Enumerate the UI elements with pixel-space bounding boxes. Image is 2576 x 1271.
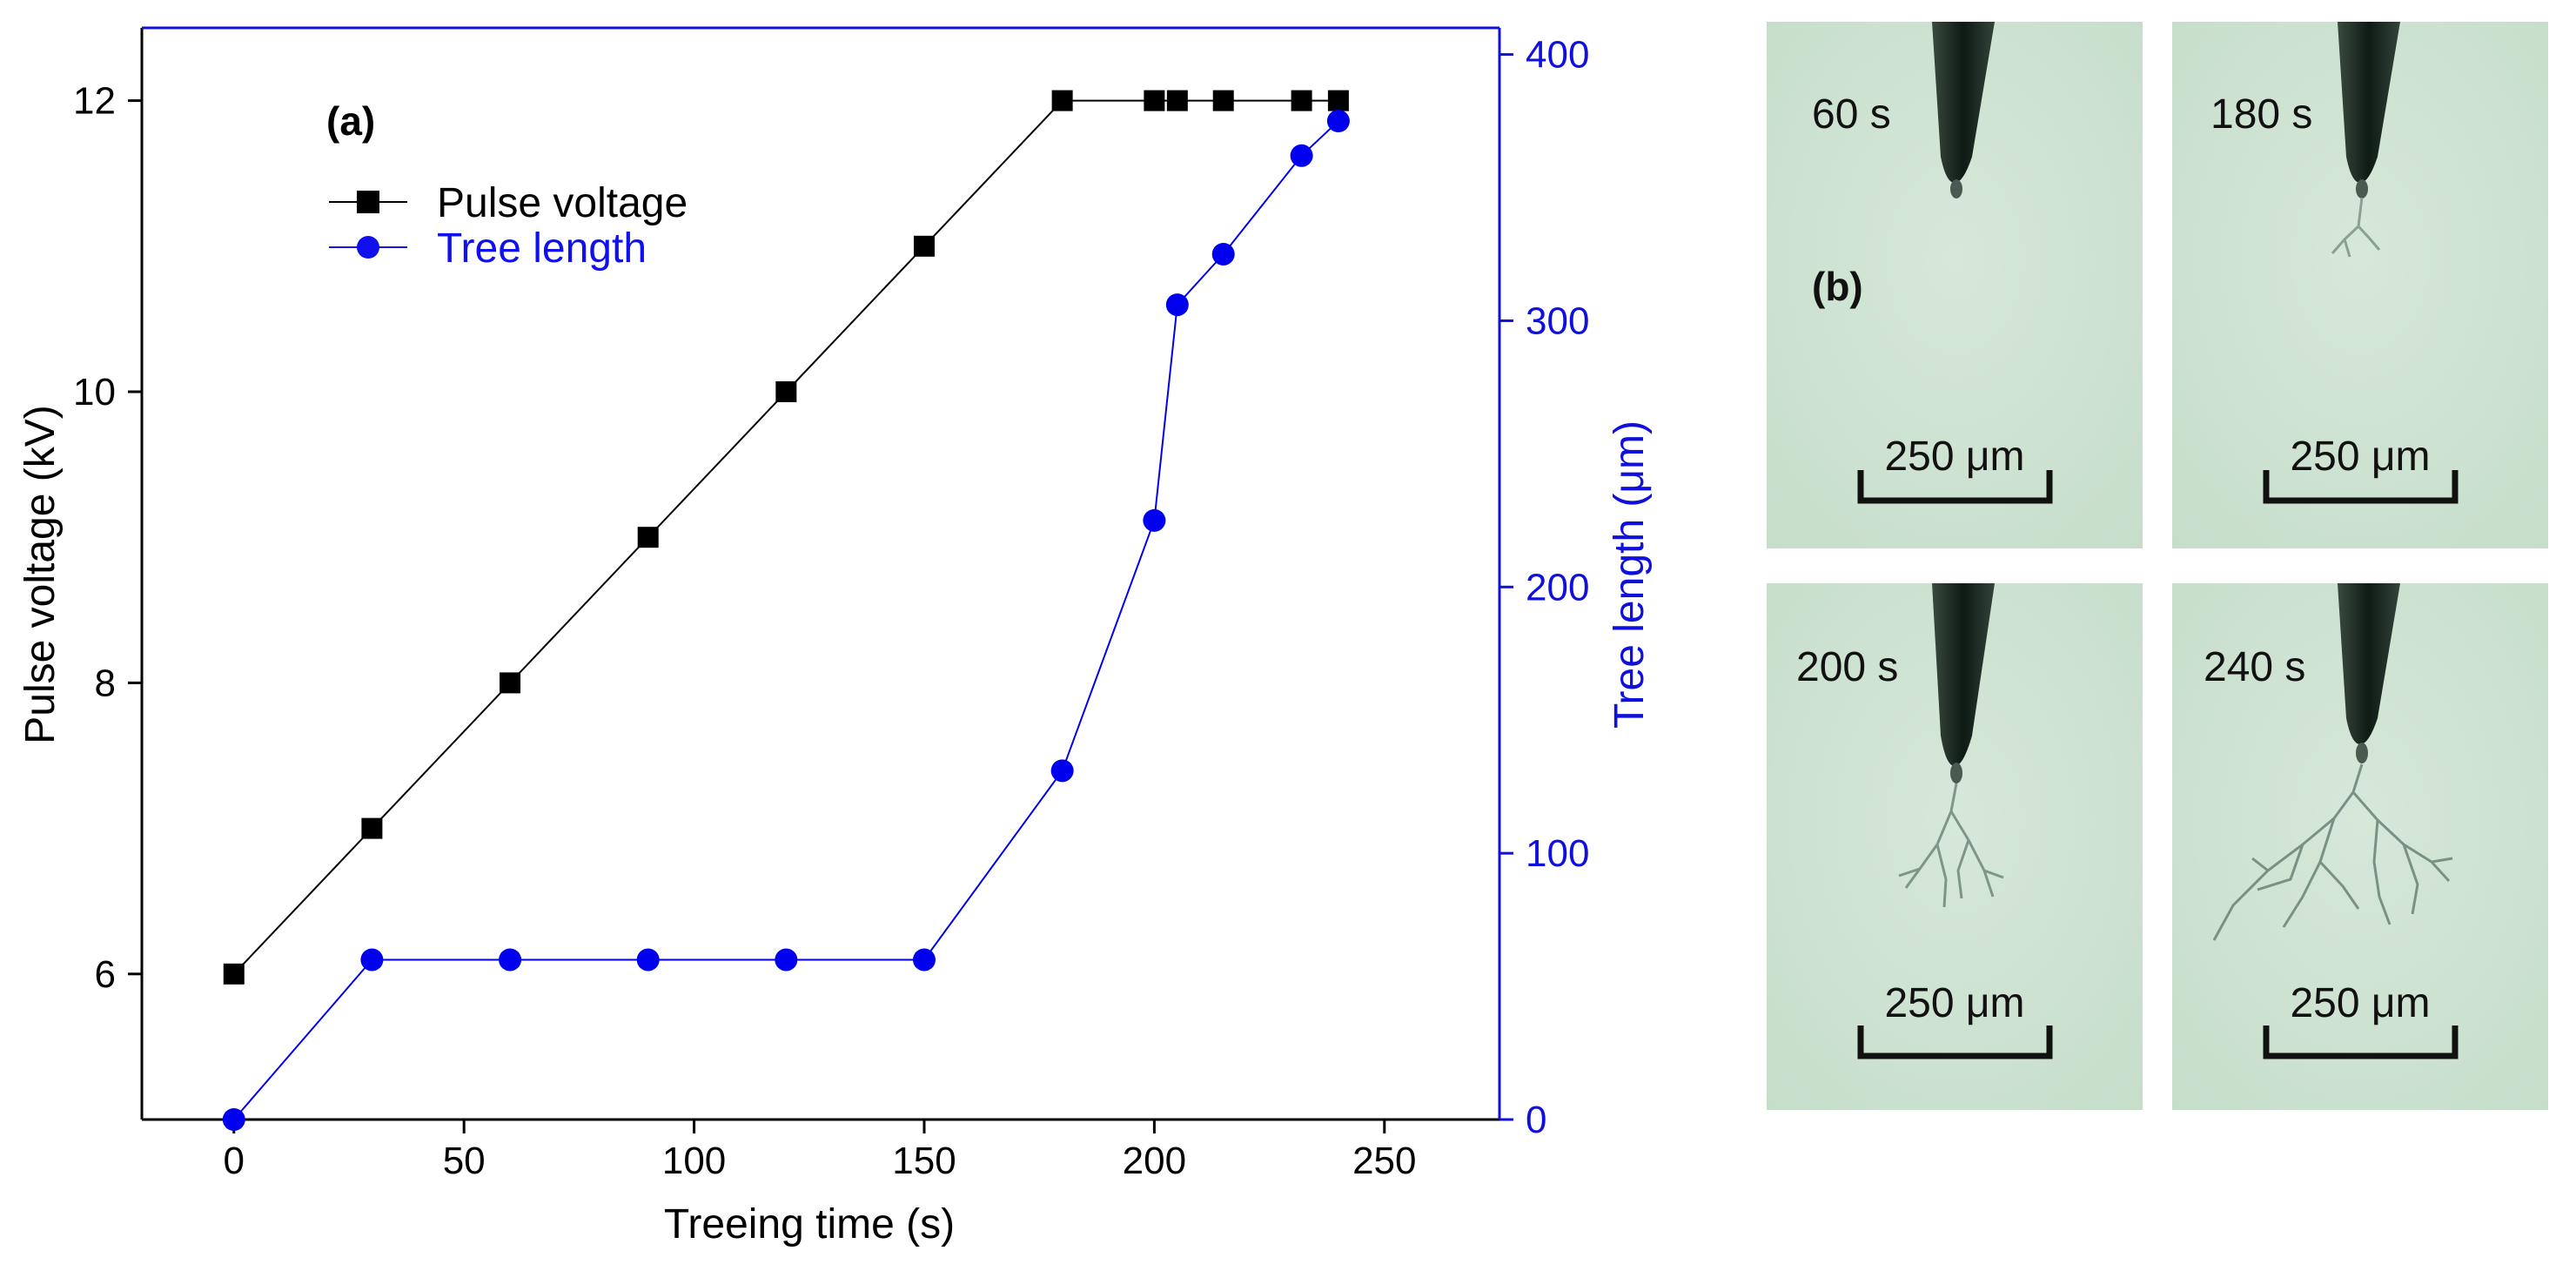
series-layer: [222, 90, 1350, 1131]
photo-frame-200s: 200 s 250 μm: [1767, 583, 2143, 1110]
data-point-pulse-voltage: [1166, 90, 1188, 111]
electrical-tree: [1898, 783, 2004, 908]
x-tick-label: 0: [224, 1140, 245, 1182]
series-line-pulse-voltage: [233, 99, 1338, 975]
y2-tick-label: 300: [1526, 299, 1589, 342]
data-point-pulse-voltage: [361, 817, 383, 839]
data-point-pulse-voltage: [1291, 90, 1312, 111]
needle-electrode: [1932, 22, 1995, 183]
scale-bar: 250 μm: [2263, 980, 2459, 1059]
data-point-pulse-voltage: [1051, 90, 1073, 111]
data-point-pulse-voltage: [1327, 90, 1349, 111]
data-point-tree-length: [912, 948, 936, 972]
scale-bar-label: 250 μm: [1884, 434, 2024, 480]
legend: Pulse voltage Tree length: [329, 180, 688, 272]
scale-bar: 250 μm: [1857, 980, 2053, 1059]
data-point-tree-length: [360, 948, 384, 972]
photo-frame-240s: 240 s 250 μm: [2172, 583, 2548, 1110]
y2-axis-title: Tree length (μm): [1607, 420, 1653, 729]
panel-label-a: (a): [326, 98, 375, 144]
legend-marker-tree: [357, 236, 379, 259]
x-axis-title: Treeing time (s): [664, 1201, 955, 1247]
data-point-pulse-voltage: [1144, 90, 1165, 111]
data-point-tree-length: [1326, 110, 1350, 133]
legend-label-tree: Tree length: [437, 225, 647, 272]
y2-tick-label: 100: [1526, 832, 1589, 875]
y2-tick-label: 0: [1526, 1099, 1546, 1141]
photo-time-label: 180 s: [2210, 91, 2312, 138]
scale-bar: 250 μm: [1857, 434, 2053, 504]
y2-axis-ticks: 0 100 200 300 400: [1499, 34, 1589, 1141]
data-point-tree-length: [222, 1108, 245, 1131]
data-point-pulse-voltage: [1212, 90, 1234, 111]
data-point-pulse-voltage: [223, 963, 245, 985]
photo-time-label: 240 s: [2204, 644, 2305, 690]
data-point-pulse-voltage: [913, 235, 935, 257]
needle-tip: [1950, 763, 1962, 783]
needle-electrode: [2338, 583, 2400, 744]
needle-tip: [1950, 179, 1962, 198]
y-axis-ticks: 6 8 10 12: [73, 80, 142, 996]
legend-marker-pulse: [357, 191, 379, 213]
needle-tip: [2356, 743, 2368, 763]
y-axis-title: Pulse voltage (kV): [17, 405, 64, 744]
panel-label-b: (b): [1812, 264, 1863, 309]
needle-electrode: [1932, 583, 1995, 766]
x-tick-label: 150: [892, 1140, 956, 1182]
data-point-pulse-voltage: [500, 672, 521, 694]
electrical-tree: [2331, 197, 2381, 258]
photo-time-label: 200 s: [1796, 644, 1898, 690]
y2-tick-label: 400: [1526, 34, 1589, 77]
data-point-pulse-voltage: [637, 527, 659, 548]
scale-bar-label: 250 μm: [2290, 434, 2430, 480]
scale-bar-label: 250 μm: [1884, 980, 2024, 1026]
data-point-tree-length: [775, 948, 798, 972]
x-axis-ticks: 0 50 100 150 200 250: [224, 1120, 1417, 1182]
y-tick-label: 10: [73, 371, 116, 414]
y-tick-label: 8: [95, 662, 116, 704]
legend-label-pulse: Pulse voltage: [437, 180, 688, 226]
data-point-tree-length: [1211, 242, 1235, 266]
data-point-tree-length: [1165, 293, 1189, 317]
photo-frame-60s: 60 s (b) 250 μm: [1767, 22, 2143, 548]
photo-time-label: 60 s: [1812, 91, 1891, 138]
photo-frame-180s: 180 s 250 μm: [2172, 22, 2548, 548]
electrical-tree: [2212, 763, 2453, 941]
data-point-tree-length: [1050, 759, 1074, 783]
needle-tip: [2356, 179, 2368, 198]
needle-electrode: [2338, 22, 2400, 183]
data-point-tree-length: [499, 948, 522, 972]
data-point-pulse-voltage: [775, 381, 797, 402]
scale-bar-label: 250 μm: [2290, 980, 2430, 1026]
y-tick-label: 12: [73, 80, 116, 123]
x-tick-label: 250: [1352, 1140, 1416, 1182]
x-tick-label: 50: [443, 1140, 486, 1182]
x-tick-label: 100: [662, 1140, 726, 1182]
series-line-tree-length: [233, 120, 1339, 1120]
data-point-tree-length: [1143, 508, 1166, 532]
data-point-tree-length: [1290, 144, 1313, 167]
data-point-tree-length: [636, 948, 660, 972]
scale-bar: 250 μm: [2263, 434, 2459, 504]
y-tick-label: 6: [95, 953, 116, 996]
y2-tick-label: 200: [1526, 566, 1589, 609]
x-tick-label: 200: [1123, 1140, 1186, 1182]
chart-panel: 0 50 100 150 200 250 6 8 10 12 0 100 200 300 400 Tre…: [17, 26, 1653, 1247]
